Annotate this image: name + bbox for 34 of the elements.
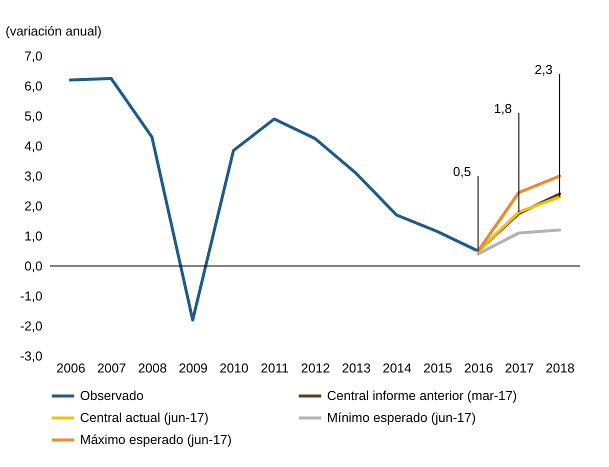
line-series (68, 77, 480, 322)
y-tick-label: 2,0 (24, 198, 42, 214)
y-tick-label: 7,0 (24, 48, 42, 64)
x-tick-label: 2018 (546, 360, 575, 376)
y-tick-label: 5,0 (24, 108, 42, 124)
annotation: 2,3 (534, 62, 553, 77)
y-tick-label: 4,0 (24, 138, 42, 154)
legend-label: Mínimo esperado (jun-17) (327, 410, 476, 425)
x-tick-label: 2007 (97, 360, 126, 376)
y-tick-label: -3,0 (20, 348, 42, 364)
x-tick-label: 2008 (138, 360, 167, 376)
x-tick-label: 2017 (504, 360, 534, 376)
x-tick-label: 2010 (220, 360, 248, 376)
legend-label: Central actual (jun-17) (80, 410, 209, 425)
legend-label: Máximo esperado (jun-17) (80, 432, 232, 447)
x-tick-label: 2012 (301, 360, 330, 376)
y-tick-label: 1,0 (24, 228, 42, 244)
y-tick-label: 3,0 (24, 168, 42, 184)
x-tick-label: 2006 (56, 360, 86, 376)
x-tick-label: 2009 (178, 360, 208, 376)
x-tick-label: 2016 (464, 360, 494, 376)
x-tick-label: 2015 (423, 360, 452, 376)
y-tick-label: -1,0 (20, 288, 42, 304)
x-tick-label: 2014 (382, 360, 412, 376)
x-tick-label: 2011 (260, 360, 289, 376)
y-axis-title: (variación anual) (6, 24, 102, 38)
legend-label: Observado (80, 388, 144, 403)
legend-label: Central informe anterior (mar-17) (327, 388, 518, 403)
y-tick-label: 6,0 (24, 78, 42, 94)
annotation: 1,8 (494, 101, 512, 116)
y-tick-label: 0,0 (24, 258, 42, 274)
y-tick-label: -2,0 (20, 318, 42, 334)
annotation: 0,5 (453, 164, 472, 179)
x-tick-label: 2013 (342, 360, 371, 376)
